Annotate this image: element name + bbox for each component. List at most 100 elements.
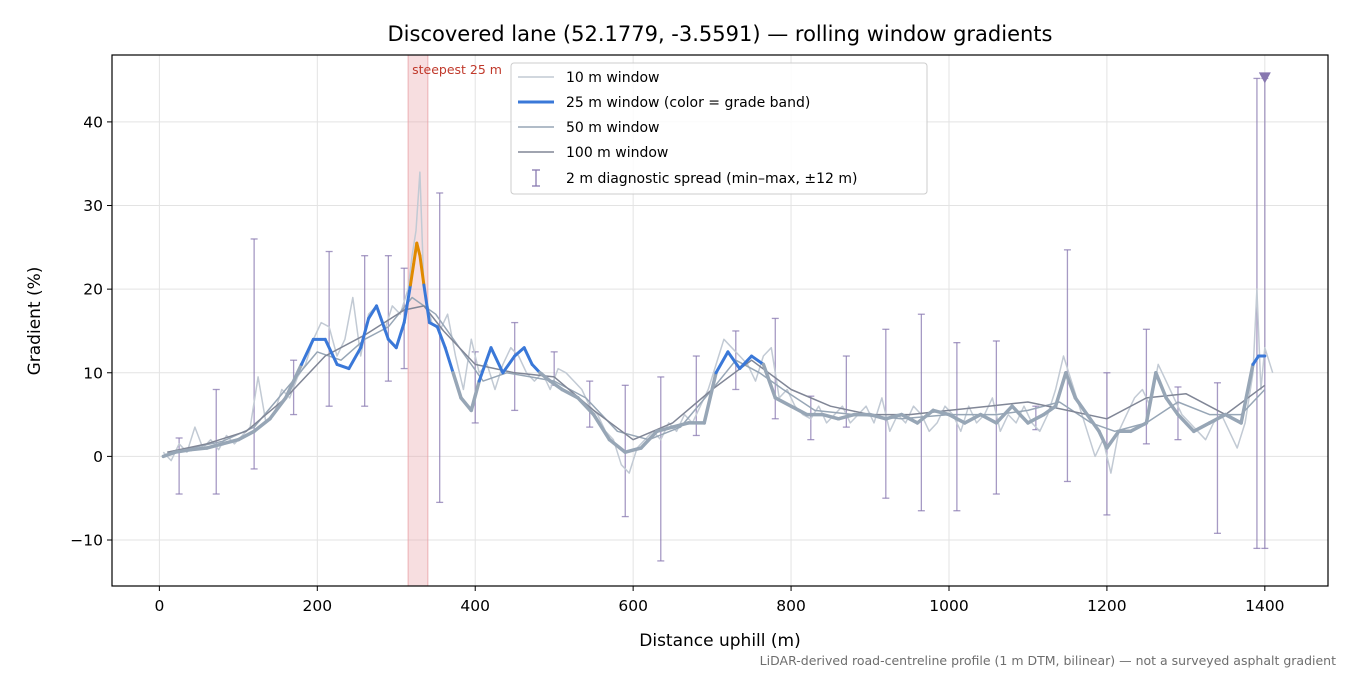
series-25m-segment	[402, 283, 412, 325]
series-25m-segment	[252, 417, 272, 434]
end-marker	[1258, 72, 1271, 84]
plot-frame	[111, 54, 1329, 587]
y-tick-label: 20	[83, 281, 103, 299]
series-25m-segment	[513, 346, 526, 358]
series-25m-segment	[1041, 404, 1058, 417]
series-25m-segment	[714, 350, 730, 375]
series-25m-segment	[789, 404, 809, 417]
series-25m-segment	[1251, 354, 1261, 366]
x-tick-label: 600	[618, 597, 648, 615]
x-tick-label: 400	[460, 597, 490, 615]
x-tick-label: 1000	[929, 597, 968, 615]
series-25m-segment	[459, 396, 474, 413]
end-marker-triangle	[1258, 72, 1271, 84]
legend-label-errorbar: 2 m diagnostic spread (min–max, ±12 m)	[566, 171, 857, 187]
series-25m-segment	[408, 262, 416, 287]
series-25m-segment	[1239, 362, 1255, 425]
series-25m-segment	[1207, 412, 1228, 425]
y-tick-label: −10	[70, 532, 103, 550]
series-25m-segment	[477, 346, 493, 383]
series-25m-segment	[639, 429, 659, 450]
series-25m-segment	[1192, 421, 1212, 434]
series-25m-segment	[820, 412, 841, 421]
series-25m-segment	[469, 379, 481, 413]
series-25m-segment	[1053, 371, 1068, 408]
steepest-segment-highlight	[407, 54, 429, 587]
y-tick-label: 10	[83, 364, 103, 382]
legend: 10 m window 25 m window (color = grade b…	[510, 62, 928, 195]
series-25m-segment	[501, 354, 517, 375]
series-25m-segment	[702, 371, 718, 425]
series-25m-segment	[347, 346, 363, 371]
series-25m-segment	[205, 442, 225, 450]
y-tick-label: 0	[93, 448, 103, 466]
series-25m-segment	[335, 362, 351, 371]
series-25m-segment	[394, 321, 406, 350]
legend-box	[510, 62, 928, 195]
series-25m-segment	[522, 346, 534, 366]
series-25m-segment	[1223, 412, 1243, 425]
series-25m-segment	[1164, 396, 1180, 417]
series-25m-segment	[1176, 412, 1196, 434]
series-25m-segment	[489, 346, 505, 375]
legend-label-50m: 50 m window	[566, 120, 659, 136]
series-25m-segment	[386, 337, 398, 350]
y-tick-label: 40	[83, 113, 103, 131]
x-tick-label: 800	[776, 597, 806, 615]
series-25m-segment	[268, 396, 288, 421]
series-25m-segment	[915, 408, 935, 425]
y-axis-ticks: −10 0 10 20 30 40	[70, 113, 112, 550]
series-25m-segment	[623, 446, 643, 454]
legend-label-10m: 10 m window	[566, 70, 659, 86]
footnote: LiDAR-derived road-centreline profile (1…	[760, 653, 1336, 668]
series-25m-segment	[359, 316, 371, 350]
series-25m-segment	[161, 450, 177, 459]
series-25m-segment	[1144, 371, 1158, 425]
series-25m-segment	[173, 447, 193, 454]
x-tick-label: 200	[303, 597, 333, 615]
series-line-100m	[167, 305, 1266, 453]
series-25m-segment	[655, 425, 675, 434]
series-25m-segment	[443, 346, 455, 375]
series-25m-segment	[1154, 371, 1168, 400]
series-25m-segment	[323, 337, 339, 366]
series-25m-segment	[738, 354, 754, 371]
series-25m-segment	[300, 337, 315, 366]
x-axis-label: Distance uphill (m)	[639, 631, 800, 651]
series-line-50m	[167, 296, 1266, 453]
legend-swatch-errorbar	[532, 169, 540, 187]
legend-label-100m: 100 m window	[566, 145, 668, 161]
series-25m-segment	[415, 241, 422, 258]
series-25m-segment	[591, 412, 612, 442]
series-25m-segment	[548, 379, 564, 392]
x-axis-ticks: 0 200 400 600 800 1000 1200 1400	[154, 586, 1285, 615]
series-25m-segment	[607, 437, 627, 454]
series-25m-segment	[994, 404, 1014, 425]
series-25m-segment	[868, 412, 888, 421]
series-25m-segment	[1010, 404, 1030, 425]
series-25m-segment	[283, 362, 304, 400]
steepest-annotation: steepest 25 m	[412, 62, 502, 77]
series-25m-segment	[435, 325, 447, 350]
series-25m-segment	[836, 412, 856, 421]
y-tick-label: 30	[83, 197, 103, 215]
x-tick-label: 0	[154, 597, 164, 615]
series-25m-segment	[670, 421, 691, 429]
series-25m-segment	[750, 354, 765, 366]
series-25m-segment	[367, 304, 379, 320]
series-25m-segment	[530, 362, 542, 375]
series-25m-segment	[538, 371, 552, 383]
series-25m-segment	[773, 396, 793, 408]
legend-label-25m: 25 m window (color = grade band)	[566, 95, 810, 111]
series-25m-segment	[978, 412, 999, 425]
series-25m-segment	[220, 437, 241, 446]
series-25m-segment	[375, 304, 390, 341]
series-25m-segment	[576, 396, 596, 417]
series-25m-segment	[761, 362, 778, 400]
series-25m-segment	[189, 446, 209, 452]
series-25m-segment	[236, 429, 256, 442]
series-line-10m	[162, 171, 1274, 474]
series-25m-segment	[963, 412, 983, 425]
series-25m-segment	[1128, 421, 1149, 434]
